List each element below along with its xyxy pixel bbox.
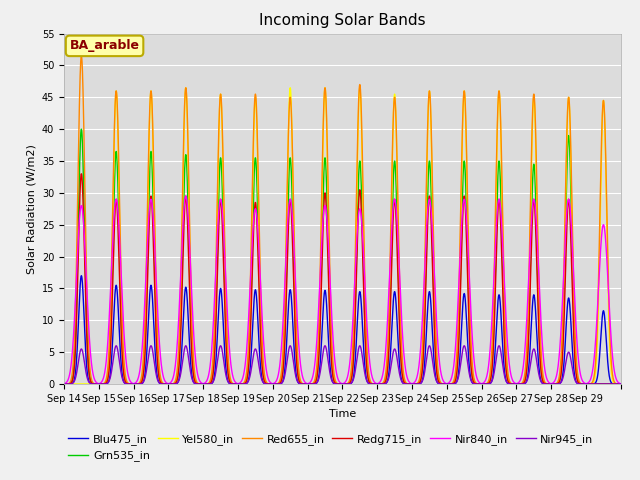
Grn535_in [617,381,625,387]
Nir945_in [88,381,96,387]
Nir840_in [503,326,511,332]
Yel580_in [473,381,481,387]
Line: Yel580_in: Yel580_in [64,88,621,384]
Grn535_in [88,380,96,386]
Nir945_in [582,381,590,387]
Nir945_in [617,381,625,387]
Nir945_in [414,381,422,387]
Nir840_in [617,381,625,386]
Yel580_in [617,381,625,387]
Red655_in [262,377,269,383]
Redg715_in [617,381,625,387]
Redg715_in [414,381,422,387]
Title: Incoming Solar Bands: Incoming Solar Bands [259,13,426,28]
Nir840_in [182,193,189,199]
Blu475_in [390,296,397,301]
Grn535_in [390,171,397,177]
Yel580_in [60,381,68,387]
Red655_in [414,380,422,386]
Blu475_in [582,381,590,387]
Yel580_in [88,381,96,387]
Blu475_in [262,381,269,387]
Redg715_in [582,381,590,387]
Yel580_in [414,381,422,386]
Red655_in [473,381,481,386]
Redg715_in [60,381,68,387]
Blu475_in [617,381,625,387]
Red655_in [617,381,625,387]
Yel580_in [390,108,397,114]
Line: Grn535_in: Grn535_in [64,129,621,384]
Yel580_in [503,365,511,371]
Nir945_in [503,379,511,385]
Grn535_in [473,381,481,387]
Redg715_in [88,381,96,386]
Nir840_in [262,362,269,368]
Grn535_in [262,380,269,386]
Legend: Blu475_in, Grn535_in, Yel580_in, Red655_in, Redg715_in, Nir840_in, Nir945_in: Blu475_in, Grn535_in, Yel580_in, Red655_… [64,430,598,466]
Grn535_in [503,369,511,375]
Nir840_in [582,381,590,386]
Redg715_in [390,207,397,213]
Y-axis label: Solar Radiation (W/m2): Solar Radiation (W/m2) [26,144,36,274]
Nir945_in [390,348,397,354]
Nir840_in [473,375,481,381]
Nir945_in [473,381,481,387]
Yel580_in [182,85,189,91]
Nir945_in [60,381,68,387]
Nir840_in [390,201,397,206]
Line: Nir945_in: Nir945_in [64,346,621,384]
Line: Nir840_in: Nir840_in [64,196,621,384]
Nir945_in [262,381,269,387]
Blu475_in [473,381,481,387]
Red655_in [390,108,397,114]
Line: Blu475_in: Blu475_in [64,276,621,384]
Line: Red655_in: Red655_in [64,56,621,384]
Blu475_in [503,379,511,384]
Blu475_in [60,381,68,387]
Grn535_in [77,126,85,132]
Redg715_in [77,171,85,177]
X-axis label: Time: Time [329,409,356,419]
Yel580_in [262,380,269,385]
Nir840_in [414,371,422,376]
Red655_in [503,354,511,360]
Grn535_in [582,381,590,387]
Red655_in [88,378,96,384]
Blu475_in [414,381,422,387]
Red655_in [77,53,85,59]
Redg715_in [262,380,269,386]
Blu475_in [88,381,96,387]
Redg715_in [473,381,481,387]
Grn535_in [414,381,422,387]
Red655_in [60,381,68,387]
Grn535_in [60,381,68,387]
Red655_in [582,381,590,387]
Nir840_in [60,381,68,386]
Redg715_in [503,371,511,377]
Line: Redg715_in: Redg715_in [64,174,621,384]
Nir840_in [88,365,96,371]
Nir945_in [112,343,120,348]
Blu475_in [77,273,85,278]
Text: BA_arable: BA_arable [70,39,140,52]
